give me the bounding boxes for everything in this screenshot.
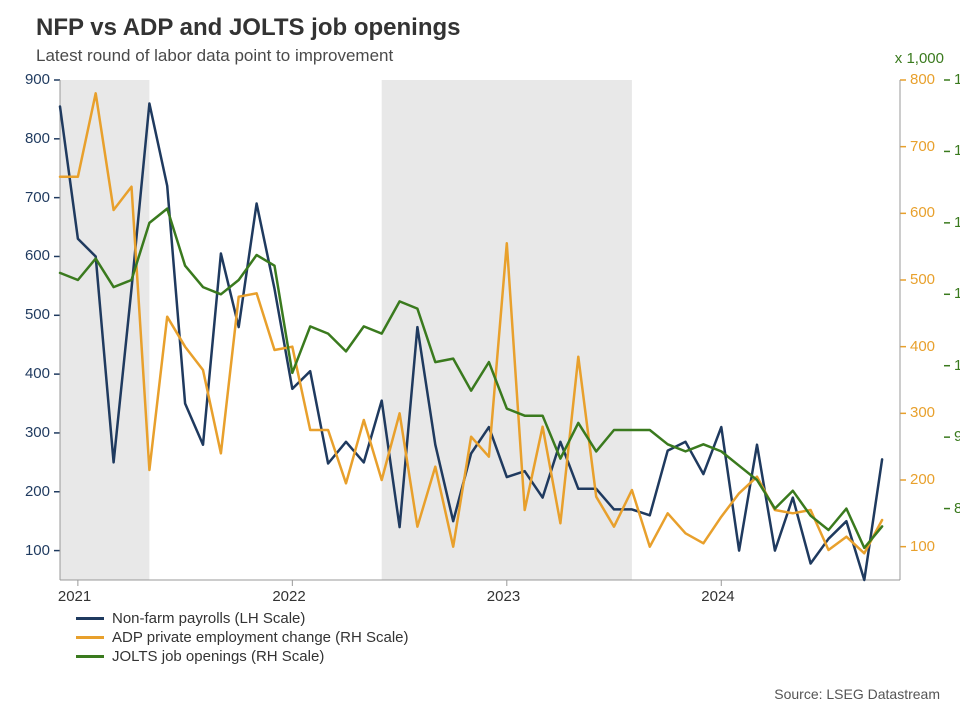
left-axis-tick-label: 400 (25, 365, 50, 382)
left-axis-tick-label: 700 (25, 189, 50, 206)
right-axis2-tick-label: 9 (954, 428, 960, 445)
legend-swatch (76, 636, 104, 639)
right-axis1-tick-label: 600 (910, 204, 935, 221)
legend-swatch (76, 617, 104, 620)
left-axis-tick-label: 800 (25, 130, 50, 147)
x-axis-tick-label: 2023 (487, 588, 520, 605)
right-axis2-tick-label: 11 (954, 285, 960, 302)
legend: Non-farm payrolls (LH Scale) ADP private … (76, 610, 409, 667)
right-axis1-tick-label: 300 (910, 404, 935, 421)
legend-label: JOLTS job openings (RH Scale) (112, 648, 324, 665)
right-axis2-tick-label: 12 (954, 214, 960, 231)
left-axis-tick-label: 200 (25, 483, 50, 500)
chart-container: NFP vs ADP and JOLTS job openings Latest… (0, 0, 960, 720)
x-axis-tick-label: 2022 (272, 588, 305, 605)
right-axis2-tick-label: 8 (954, 500, 960, 517)
legend-label: ADP private employment change (RH Scale) (112, 629, 409, 646)
right-axis1-tick-label: 200 (910, 471, 935, 488)
legend-item: ADP private employment change (RH Scale) (76, 629, 409, 646)
legend-item: JOLTS job openings (RH Scale) (76, 648, 409, 665)
legend-swatch (76, 655, 104, 658)
left-axis-tick-label: 100 (25, 542, 50, 559)
right-axis2-tick-label: 13 (954, 142, 960, 159)
right-axis1-tick-label: 400 (910, 338, 935, 355)
x-axis-tick-label: 2024 (701, 588, 734, 605)
left-axis-tick-label: 600 (25, 247, 50, 264)
left-axis-tick-label: 300 (25, 424, 50, 441)
x-axis-tick-label: 2021 (58, 588, 91, 605)
right-axis1-tick-label: 800 (910, 71, 935, 88)
source-label: Source: LSEG Datastream (774, 686, 940, 702)
legend-item: Non-farm payrolls (LH Scale) (76, 610, 409, 627)
right-axis1-tick-label: 700 (910, 138, 935, 155)
right-axis2-tick-label: 10 (954, 357, 960, 374)
left-axis-tick-label: 500 (25, 306, 50, 323)
left-axis-tick-label: 900 (25, 71, 50, 88)
right-axis2-tick-label: 14 (954, 71, 960, 88)
right-axis1-tick-label: 500 (910, 271, 935, 288)
right-axis1-tick-label: 100 (910, 538, 935, 555)
legend-label: Non-farm payrolls (LH Scale) (112, 610, 305, 627)
